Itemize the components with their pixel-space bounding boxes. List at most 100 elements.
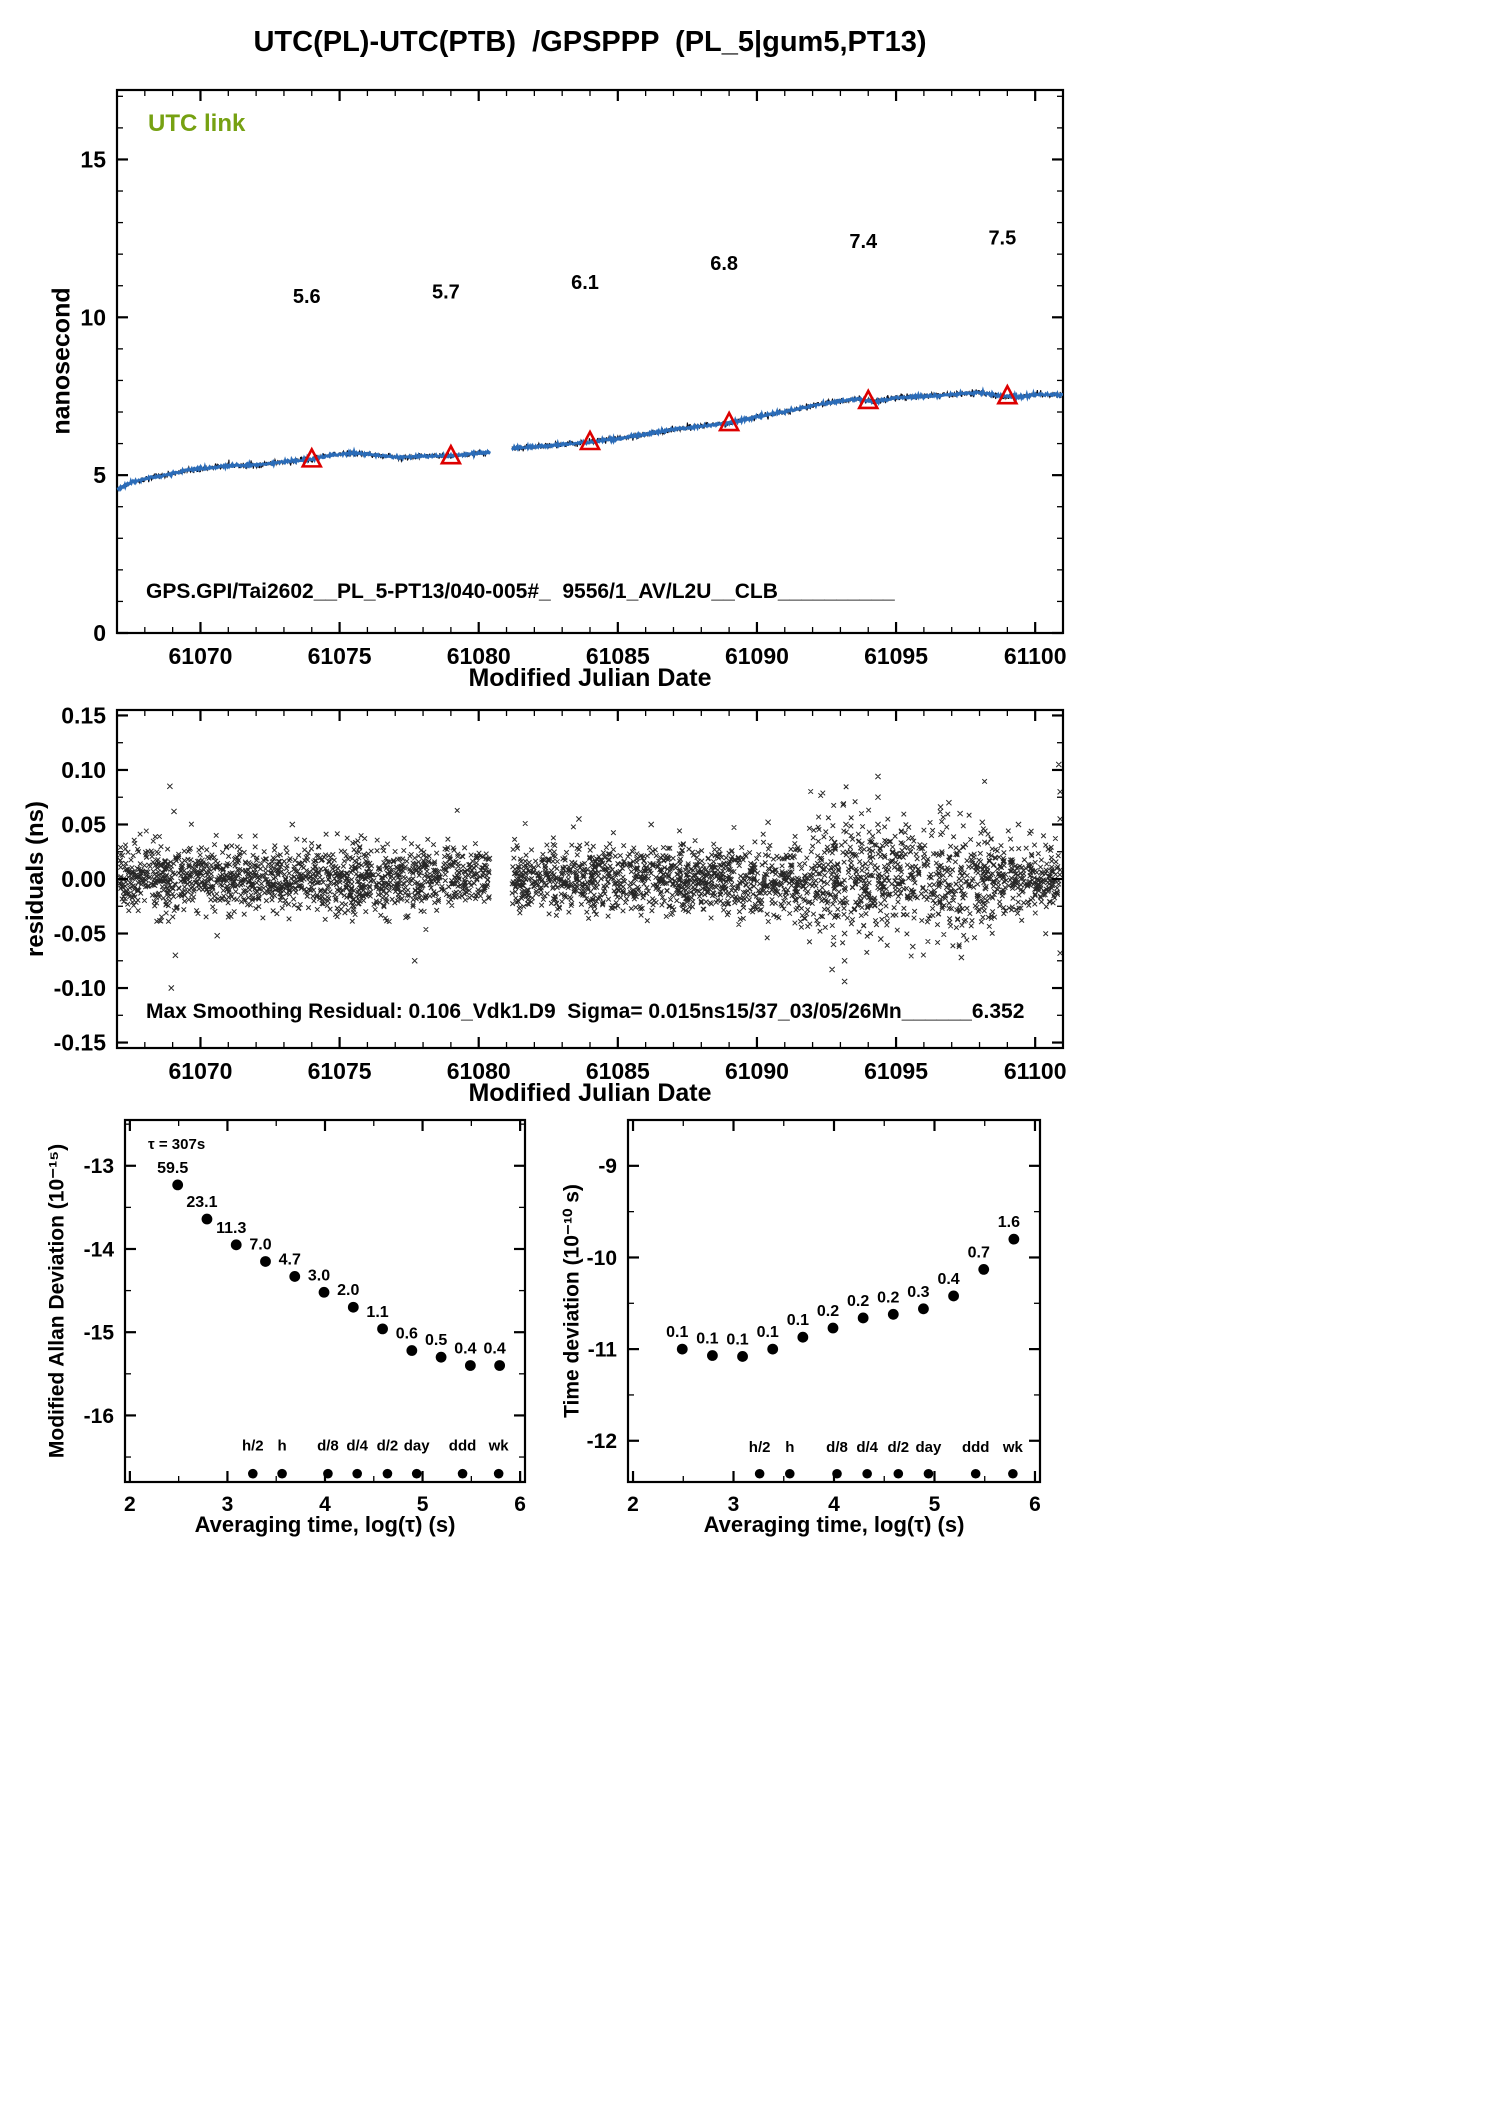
svg-text:4: 4 bbox=[319, 1493, 331, 1516]
svg-text:6: 6 bbox=[1029, 1493, 1041, 1516]
svg-text:-0.15: -0.15 bbox=[54, 1030, 107, 1056]
svg-text:0.2: 0.2 bbox=[847, 1293, 869, 1310]
svg-text:1.1: 1.1 bbox=[366, 1304, 388, 1321]
svg-text:61090: 61090 bbox=[725, 1058, 789, 1084]
top-chart-inner-label: GPS.GPI/Tai2602__PL_5-PT13/040-005#_ 955… bbox=[146, 580, 895, 603]
svg-text:-0.10: -0.10 bbox=[54, 975, 106, 1001]
svg-text:-12: -12 bbox=[587, 1430, 617, 1453]
svg-text:0.05: 0.05 bbox=[61, 812, 106, 838]
svg-text:6.1: 6.1 bbox=[571, 272, 599, 294]
svg-text:0.1: 0.1 bbox=[787, 1312, 809, 1329]
svg-text:11.3: 11.3 bbox=[216, 1220, 246, 1237]
svg-text:5.6: 5.6 bbox=[293, 286, 321, 308]
svg-text:2.0: 2.0 bbox=[337, 1282, 359, 1299]
svg-text:0.4: 0.4 bbox=[937, 1271, 959, 1288]
svg-text:0.4: 0.4 bbox=[454, 1340, 476, 1357]
top-chart-xlabel: Modified Julian Date bbox=[468, 664, 712, 692]
residuals-xlabel: Modified Julian Date bbox=[468, 1079, 712, 1107]
svg-text:day: day bbox=[916, 1439, 943, 1456]
svg-text:2: 2 bbox=[124, 1493, 136, 1516]
svg-text:h/2: h/2 bbox=[749, 1439, 771, 1456]
svg-text:h/2: h/2 bbox=[242, 1437, 264, 1454]
svg-text:wk: wk bbox=[1002, 1439, 1024, 1456]
svg-text:5: 5 bbox=[929, 1493, 941, 1516]
svg-text:wk: wk bbox=[488, 1437, 510, 1454]
svg-text:d/4: d/4 bbox=[346, 1437, 368, 1454]
svg-text:h: h bbox=[277, 1437, 286, 1454]
mdev-ylabel: Modified Allan Deviation (10⁻¹⁵) bbox=[45, 1143, 69, 1459]
svg-text:-0.05: -0.05 bbox=[54, 921, 107, 947]
svg-text:1.6: 1.6 bbox=[998, 1214, 1020, 1231]
svg-text:-15: -15 bbox=[84, 1322, 115, 1345]
svg-text:61095: 61095 bbox=[864, 1058, 928, 1084]
svg-text:-10: -10 bbox=[587, 1247, 617, 1270]
svg-text:7.0: 7.0 bbox=[249, 1236, 271, 1253]
residuals-inner-label: Max Smoothing Residual: 0.106_Vdk1.D9 Si… bbox=[146, 1000, 1025, 1023]
svg-text:61075: 61075 bbox=[308, 643, 372, 669]
svg-text:0.4: 0.4 bbox=[484, 1340, 506, 1357]
svg-text:5: 5 bbox=[93, 462, 106, 488]
svg-text:61075: 61075 bbox=[308, 1058, 372, 1084]
tdev-ylabel: Time deviation (10⁻¹⁰ s) bbox=[560, 1184, 584, 1418]
mdev-xlabel: Averaging time, log(τ) (s) bbox=[194, 1512, 456, 1537]
svg-text:10: 10 bbox=[80, 304, 106, 330]
svg-text:5.7: 5.7 bbox=[432, 281, 460, 303]
svg-text:3.0: 3.0 bbox=[308, 1267, 330, 1284]
svg-text:61095: 61095 bbox=[864, 643, 928, 669]
svg-text:0.6: 0.6 bbox=[396, 1326, 418, 1343]
svg-text:0.5: 0.5 bbox=[425, 1332, 447, 1349]
svg-text:0.10: 0.10 bbox=[61, 757, 106, 783]
svg-text:0.7: 0.7 bbox=[968, 1244, 990, 1261]
svg-text:15: 15 bbox=[80, 147, 106, 173]
svg-text:0.1: 0.1 bbox=[757, 1324, 779, 1341]
svg-text:d/8: d/8 bbox=[826, 1439, 848, 1456]
svg-text:ddd: ddd bbox=[962, 1439, 990, 1456]
svg-text:0.2: 0.2 bbox=[817, 1303, 839, 1320]
svg-text:0.2: 0.2 bbox=[877, 1289, 899, 1306]
tdev-xlabel: Averaging time, log(τ) (s) bbox=[703, 1512, 965, 1537]
svg-text:0.1: 0.1 bbox=[666, 1324, 688, 1341]
svg-text:61080: 61080 bbox=[447, 1058, 511, 1084]
svg-text:day: day bbox=[404, 1437, 431, 1454]
svg-text:7.5: 7.5 bbox=[988, 228, 1016, 250]
svg-text:59.5: 59.5 bbox=[157, 1160, 188, 1177]
svg-text:d/8: d/8 bbox=[317, 1437, 339, 1454]
svg-text:7.4: 7.4 bbox=[849, 231, 878, 253]
svg-text:6: 6 bbox=[514, 1493, 526, 1516]
svg-text:-9: -9 bbox=[598, 1155, 617, 1178]
svg-text:-13: -13 bbox=[84, 1155, 114, 1178]
svg-text:0.15: 0.15 bbox=[61, 703, 106, 729]
svg-text:61085: 61085 bbox=[586, 1058, 650, 1084]
svg-text:ddd: ddd bbox=[449, 1437, 477, 1454]
svg-text:6.8: 6.8 bbox=[710, 253, 738, 275]
svg-text:d/2: d/2 bbox=[377, 1437, 399, 1454]
svg-text:0.00: 0.00 bbox=[61, 866, 106, 892]
top-chart-ylabel: nanosecond bbox=[47, 287, 76, 435]
svg-text:61070: 61070 bbox=[168, 1058, 232, 1084]
svg-text:23.1: 23.1 bbox=[186, 1194, 217, 1211]
svg-text:4: 4 bbox=[828, 1493, 840, 1516]
svg-text:61080: 61080 bbox=[447, 643, 511, 669]
svg-text:4.7: 4.7 bbox=[279, 1251, 301, 1268]
svg-text:d/2: d/2 bbox=[887, 1439, 909, 1456]
svg-text:-11: -11 bbox=[588, 1338, 618, 1361]
svg-text:61100: 61100 bbox=[1004, 1058, 1067, 1084]
svg-text:0.1: 0.1 bbox=[726, 1331, 748, 1348]
svg-text:d/4: d/4 bbox=[856, 1439, 878, 1456]
utc-link-label: UTC link bbox=[148, 110, 246, 137]
chart-title: UTC(PL)-UTC(PTB) /GPSPPP (PL_5|gum5,PT13… bbox=[253, 26, 927, 58]
svg-text:61090: 61090 bbox=[725, 643, 789, 669]
svg-text:61085: 61085 bbox=[586, 643, 650, 669]
svg-text:5: 5 bbox=[417, 1493, 429, 1516]
svg-text:-16: -16 bbox=[84, 1405, 114, 1428]
svg-text:h: h bbox=[785, 1439, 794, 1456]
mdev-tau-annotation: τ = 307s bbox=[148, 1136, 206, 1153]
svg-text:3: 3 bbox=[222, 1493, 234, 1516]
svg-text:61070: 61070 bbox=[168, 643, 232, 669]
svg-text:61100: 61100 bbox=[1004, 643, 1067, 669]
svg-text:3: 3 bbox=[728, 1493, 740, 1516]
svg-text:2: 2 bbox=[627, 1493, 639, 1516]
residuals-ylabel: residuals (ns) bbox=[22, 800, 49, 958]
